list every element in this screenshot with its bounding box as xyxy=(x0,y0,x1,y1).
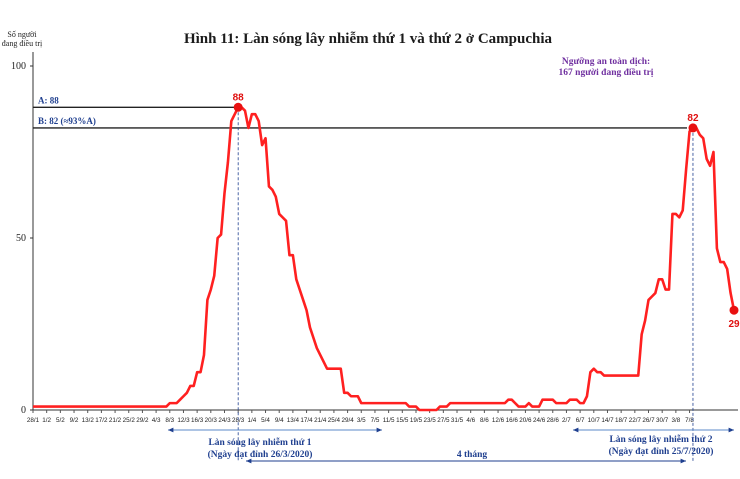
x-tick-label: 4/3 xyxy=(152,417,161,424)
end-point-marker xyxy=(729,305,739,315)
peak-label: 88 xyxy=(233,92,245,103)
x-tick-label: 16/6 xyxy=(506,417,519,424)
x-tick-label: 24/3 xyxy=(218,417,231,424)
x-tick-label: 26/7 xyxy=(642,417,655,424)
x-tick-label: 20/3 xyxy=(205,417,218,424)
peak-marker xyxy=(233,102,243,112)
x-tick-label: 16/3 xyxy=(191,417,204,424)
wave-2-note-line-1: Làn sóng lây nhiễm thứ 2 xyxy=(609,434,712,445)
x-tick-label: 1/4 xyxy=(247,417,256,424)
x-tick-label: 2/7 xyxy=(562,417,571,424)
x-tick-label: 8/3 xyxy=(165,417,174,424)
x-tick-label: 15/5 xyxy=(396,417,409,424)
x-tick-label: 31/5 xyxy=(451,417,464,424)
x-tick-label: 9/4 xyxy=(275,417,284,424)
y-axis-label-line-1: Số người xyxy=(7,30,37,39)
x-tick-label: 1/2 xyxy=(42,417,51,424)
x-tick-label: 27/5 xyxy=(437,417,450,424)
x-tick-label: 25/2 xyxy=(123,417,136,424)
x-tick-label: 11/5 xyxy=(383,417,395,424)
x-ticks: 28/1 1/2 5/2 9/2 13/2 17/2 21/2 25/2 29/2 4/3 8/3 1… xyxy=(27,410,694,424)
x-tick-label: 3/8 xyxy=(671,417,680,424)
x-tick-label: 19/5 xyxy=(410,417,423,424)
x-tick-label: 4/6 xyxy=(466,417,475,424)
x-tick-label: 12/3 xyxy=(177,417,190,424)
x-tick-label: 8/6 xyxy=(480,417,489,424)
y-ticks: 0 50 100 xyxy=(11,61,33,416)
peak-marker xyxy=(688,123,698,133)
peak-label: 82 xyxy=(687,113,699,124)
threshold-note-line-2: 167 người đang điều trị xyxy=(559,67,654,78)
x-tick-label: 24/6 xyxy=(533,417,546,424)
x-tick-label: 5/4 xyxy=(261,417,270,424)
x-tick-label: 30/7 xyxy=(656,417,669,424)
reference-line-label-b: B: 82 (≈93%A) xyxy=(38,116,96,126)
x-tick-label: 7/8 xyxy=(685,417,694,424)
peak-markers: 88 82 29 xyxy=(233,92,740,461)
wave-1-note-line-1: Làn sóng lây nhiễm thứ 1 xyxy=(208,437,311,448)
x-tick-label: 21/4 xyxy=(314,417,327,424)
x-tick-label: 14/7 xyxy=(601,417,614,424)
x-tick-label: 25/4 xyxy=(328,417,341,424)
x-tick-label: 17/2 xyxy=(95,417,108,424)
reference-line-label-a: A: 88 xyxy=(38,95,59,105)
x-tick-label: 20/6 xyxy=(519,417,532,424)
x-tick-label: 9/2 xyxy=(70,417,79,424)
threshold-note-line-1: Ngưỡng an toàn dịch: xyxy=(562,57,650,67)
y-tick-label: 50 xyxy=(16,233,26,244)
x-tick-label: 13/2 xyxy=(82,417,95,424)
gap-note: 4 tháng xyxy=(457,450,488,460)
x-tick-label: 28/3 xyxy=(232,417,245,424)
x-tick-label: 29/2 xyxy=(136,417,149,424)
x-tick-label: 17/4 xyxy=(300,417,313,424)
y-tick-label: 100 xyxy=(11,61,26,72)
x-tick-label: 12/6 xyxy=(492,417,505,424)
y-axis-label-line-2: đang điều trị xyxy=(2,39,43,48)
series-line xyxy=(33,105,736,412)
y-tick-label: 0 xyxy=(21,405,26,416)
reference-lines: A: 88 B: 82 (≈93%A) xyxy=(33,95,687,129)
x-tick-label: 23/5 xyxy=(424,417,437,424)
x-tick-label: 21/2 xyxy=(109,417,122,424)
x-tick-label: 5/2 xyxy=(56,417,65,424)
x-tick-label: 6/7 xyxy=(576,417,585,424)
x-tick-label: 28/6 xyxy=(547,417,560,424)
x-tick-label: 3/5 xyxy=(357,417,366,424)
x-tick-label: 22/7 xyxy=(629,417,642,424)
end-point-label: 29 xyxy=(728,319,740,330)
x-tick-label: 10/7 xyxy=(588,417,601,424)
series-group xyxy=(33,105,736,412)
x-tick-label: 7/5 xyxy=(371,417,380,424)
x-tick-label: 29/4 xyxy=(341,417,354,424)
wave-1-note-line-2: (Ngày đạt đỉnh 26/3/2020) xyxy=(208,449,313,460)
wave-2-note-line-2: (Ngày đạt đỉnh 25/7/2020) xyxy=(609,446,714,457)
x-tick-label: 28/1 xyxy=(27,417,40,424)
chart-title: Hình 11: Làn sóng lây nhiễm thứ 1 và thứ… xyxy=(184,31,553,47)
x-tick-label: 13/4 xyxy=(287,417,300,424)
x-tick-label: 18/7 xyxy=(615,417,628,424)
